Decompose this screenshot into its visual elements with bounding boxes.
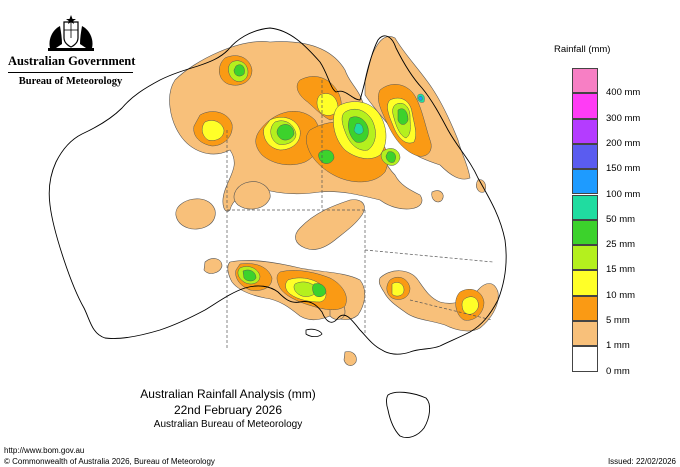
map-date: 22nd February 2026 xyxy=(173,403,283,417)
legend-swatch xyxy=(572,321,598,347)
government-branding: Australian Government Bureau of Meteorol… xyxy=(8,14,135,87)
legend-label: 1 mm xyxy=(606,340,630,352)
legend-label: 5 mm xyxy=(606,315,630,326)
map-caption: Australian Rainfall Analysis (mm) 22nd F… xyxy=(118,386,338,432)
legend-swatch xyxy=(572,295,598,321)
website-link[interactable]: http://www.bom.gov.au xyxy=(4,446,85,455)
legend-swatch xyxy=(572,245,598,271)
legend-label: 100 mm xyxy=(606,188,641,200)
rain-25mm-areas xyxy=(233,64,409,297)
map-agency: Australian Bureau of Meteorology xyxy=(153,419,303,430)
map-title: Australian Rainfall Analysis (mm) xyxy=(140,387,316,401)
legend-swatch xyxy=(572,219,598,246)
tasmania-coastline xyxy=(386,391,431,439)
legend-label: 10 mm xyxy=(606,289,636,301)
state-borders xyxy=(226,80,494,348)
legend-swatch xyxy=(572,346,598,372)
legend-swatch xyxy=(572,68,598,94)
legend-swatch xyxy=(572,143,598,170)
legend-swatch xyxy=(572,93,598,119)
legend-label: 15 mm xyxy=(606,264,636,276)
agency-title: Bureau of Meteorology xyxy=(18,76,123,87)
legend-label: 400 mm xyxy=(606,87,641,99)
legend-label: 25 mm xyxy=(606,239,636,251)
legend-label: 150 mm xyxy=(606,163,641,175)
kangaroo-island xyxy=(305,328,323,338)
rainfall-map xyxy=(48,27,507,439)
legend-label: 200 mm xyxy=(606,137,641,149)
legend-swatch xyxy=(572,169,598,195)
australia-coastline xyxy=(48,27,507,355)
legend-swatch xyxy=(572,270,598,296)
legend-swatch xyxy=(572,194,598,220)
coat-of-arms-icon xyxy=(47,15,94,51)
rain-50mm-areas xyxy=(353,93,425,135)
government-title: Australian Government xyxy=(8,54,135,73)
legend-label: 0 mm xyxy=(606,365,630,377)
legend-title: Rainfall (mm) xyxy=(554,44,611,55)
legend-swatch xyxy=(572,118,598,144)
legend-label: 300 mm xyxy=(606,112,641,124)
issued-date: Issued: 22/02/2026 xyxy=(607,457,676,466)
legend-label: 50 mm xyxy=(606,213,636,225)
copyright-text: © Commonwealth of Australia 2026, Bureau… xyxy=(4,457,215,466)
rain-100mm-areas xyxy=(418,96,423,101)
